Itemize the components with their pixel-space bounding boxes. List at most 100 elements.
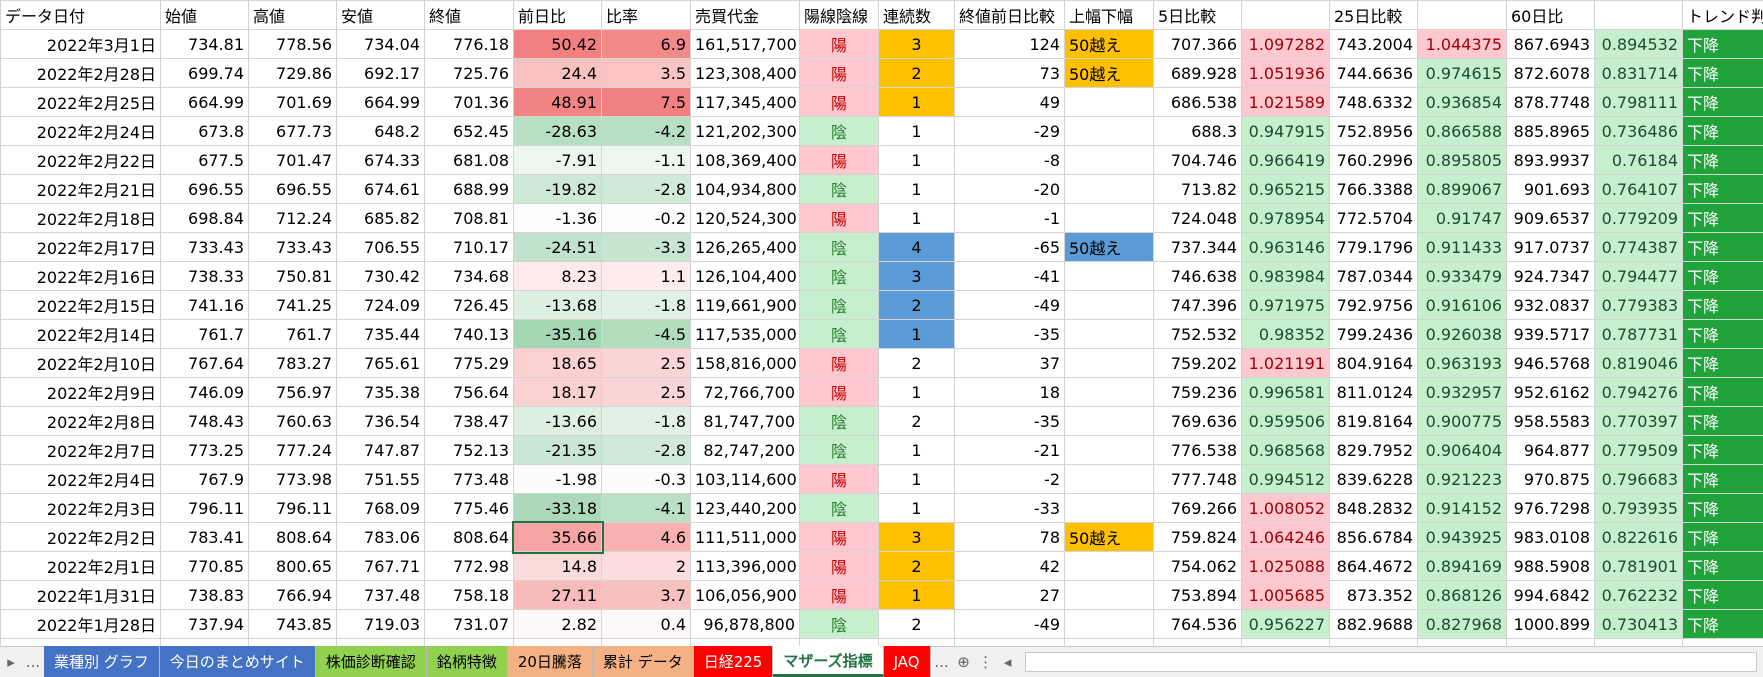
cell[interactable]: 0.98352 [1242, 320, 1330, 349]
cell[interactable]: 0.779209 [1595, 204, 1683, 233]
cell[interactable]: 766.94 [249, 581, 337, 610]
cell[interactable]: 976.7298 [1507, 494, 1595, 523]
cell[interactable]: 下降 [1683, 465, 1763, 494]
cell[interactable]: 陽 [800, 146, 879, 175]
cell[interactable]: 775.29 [425, 349, 514, 378]
cell[interactable]: 3.7 [602, 581, 691, 610]
cell[interactable] [1065, 117, 1154, 146]
cell[interactable]: 733.43 [249, 233, 337, 262]
cell[interactable]: 下降 [1683, 610, 1763, 639]
cell[interactable]: 下降 [1683, 407, 1763, 436]
cell[interactable]: 958.5583 [1507, 407, 1595, 436]
cell[interactable]: -1.98 [514, 465, 602, 494]
sheet-tab[interactable]: 株価診断確認 [316, 646, 427, 677]
cell[interactable]: 772.98 [425, 552, 514, 581]
cell[interactable]: 706.55 [337, 233, 425, 262]
cell[interactable]: 0.933479 [1418, 262, 1507, 291]
cell[interactable]: 0.936854 [1418, 88, 1507, 117]
cell[interactable]: 2022年2月4日 [1, 465, 161, 494]
cell[interactable]: 0.819046 [1595, 349, 1683, 378]
cell[interactable]: -35.16 [514, 320, 602, 349]
cell[interactable]: 18.65 [514, 349, 602, 378]
cell[interactable]: 2022年2月10日 [1, 349, 161, 378]
cell[interactable] [1507, 639, 1595, 647]
cell[interactable]: 741.25 [249, 291, 337, 320]
cell[interactable]: 121,202,300 [691, 117, 800, 146]
cell[interactable]: 735.44 [337, 320, 425, 349]
cell[interactable]: 0.959506 [1242, 407, 1330, 436]
cell[interactable]: 111,511,000 [691, 523, 800, 552]
cell[interactable]: 下降 [1683, 175, 1763, 204]
cell[interactable]: 701.36 [425, 88, 514, 117]
cell[interactable]: 1.008052 [1242, 494, 1330, 523]
cell[interactable]: 2022年1月28日 [1, 610, 161, 639]
cell[interactable]: 陽 [800, 552, 879, 581]
cell[interactable]: 783.27 [249, 349, 337, 378]
cell[interactable] [1418, 639, 1507, 647]
cell[interactable]: 704.746 [1154, 146, 1242, 175]
cell[interactable] [425, 639, 514, 647]
sheet-tab[interactable]: 銘柄特徴 [427, 646, 508, 677]
cell[interactable] [1065, 436, 1154, 465]
cell[interactable]: 701.47 [249, 146, 337, 175]
cell[interactable]: 1 [879, 117, 955, 146]
cell[interactable]: 688.3 [1154, 117, 1242, 146]
cell[interactable]: 2 [879, 349, 955, 378]
cell[interactable]: 0.831714 [1595, 59, 1683, 88]
cell[interactable]: 724.048 [1154, 204, 1242, 233]
cell[interactable]: 917.0737 [1507, 233, 1595, 262]
cell[interactable] [1065, 378, 1154, 407]
cell[interactable]: 0.868126 [1418, 581, 1507, 610]
cell[interactable]: 775.46 [425, 494, 514, 523]
cell[interactable]: 730.42 [337, 262, 425, 291]
cell[interactable]: 1 [879, 378, 955, 407]
cell[interactable]: 2.5 [602, 378, 691, 407]
cell[interactable]: 689.928 [1154, 59, 1242, 88]
cell[interactable]: 819.8164 [1330, 407, 1418, 436]
cell[interactable] [1, 639, 161, 647]
cell[interactable]: 707.366 [1154, 30, 1242, 59]
cell[interactable]: 2022年2月24日 [1, 117, 161, 146]
cell[interactable]: 0.895805 [1418, 146, 1507, 175]
cell[interactable]: 735.38 [337, 378, 425, 407]
cell[interactable]: -49 [955, 291, 1065, 320]
cell[interactable]: 1.051936 [1242, 59, 1330, 88]
cell[interactable]: 748.6332 [1330, 88, 1418, 117]
cell[interactable]: 1 [879, 320, 955, 349]
cell[interactable]: 陰 [800, 436, 879, 465]
cell[interactable]: 陰 [800, 175, 879, 204]
cell[interactable]: 848.2832 [1330, 494, 1418, 523]
cell[interactable] [1065, 204, 1154, 233]
cell[interactable]: -41 [955, 262, 1065, 291]
options[interactable]: ⋮ [975, 647, 997, 677]
cell[interactable]: 759.236 [1154, 378, 1242, 407]
cell[interactable]: 744.6636 [1330, 59, 1418, 88]
cell[interactable]: 765.61 [337, 349, 425, 378]
cell[interactable]: 下降 [1683, 436, 1763, 465]
cell[interactable]: 748.43 [161, 407, 249, 436]
cell[interactable]: 49 [955, 88, 1065, 117]
cell[interactable]: 0.911433 [1418, 233, 1507, 262]
cell[interactable]: 陽 [800, 378, 879, 407]
cell[interactable]: 0.770397 [1595, 407, 1683, 436]
cell[interactable]: 0.932957 [1418, 378, 1507, 407]
cell[interactable]: 0.914152 [1418, 494, 1507, 523]
cell[interactable]: 123,308,400 [691, 59, 800, 88]
cell[interactable]: 756.97 [249, 378, 337, 407]
cell[interactable]: 0.787731 [1595, 320, 1683, 349]
cell[interactable]: 下降 [1683, 59, 1763, 88]
cell[interactable]: -8 [955, 146, 1065, 175]
cell[interactable]: 0.947915 [1242, 117, 1330, 146]
cell[interactable] [1065, 407, 1154, 436]
cell[interactable]: 964.877 [1507, 436, 1595, 465]
cell[interactable]: 0.4 [602, 610, 691, 639]
cell[interactable] [879, 639, 955, 647]
cell[interactable]: 777.24 [249, 436, 337, 465]
cell[interactable]: 2.5 [602, 349, 691, 378]
cell[interactable]: 下降 [1683, 552, 1763, 581]
cell[interactable]: 陽 [800, 204, 879, 233]
cell[interactable]: 下降 [1683, 581, 1763, 610]
cell[interactable]: 0.994512 [1242, 465, 1330, 494]
cell[interactable]: -1.1 [602, 146, 691, 175]
cell[interactable]: 117,535,000 [691, 320, 800, 349]
